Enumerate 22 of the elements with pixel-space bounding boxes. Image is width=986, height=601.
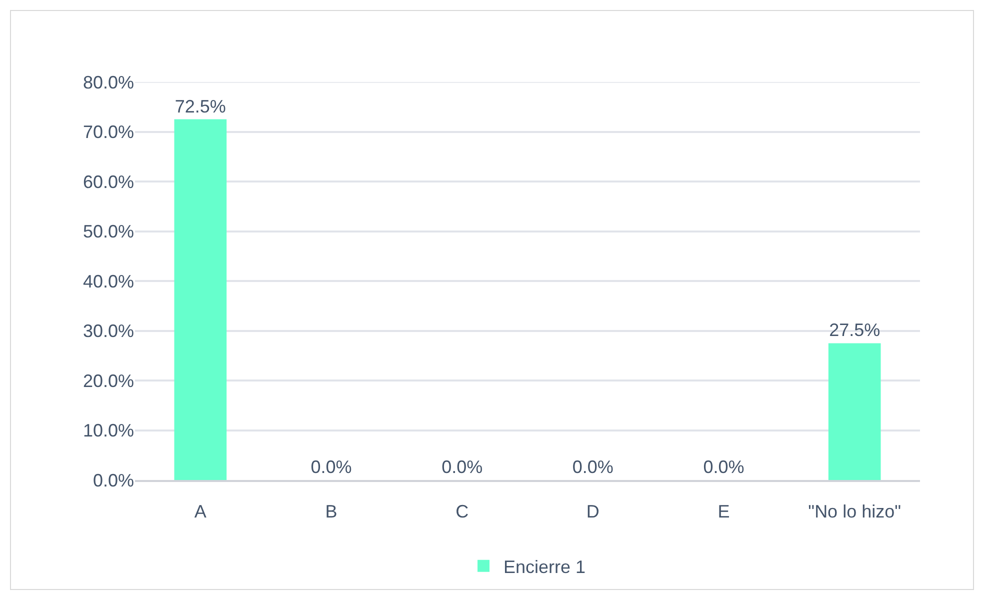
y-tick-label: 70.0% [82,122,134,142]
x-tick-label: A [194,501,206,522]
data-label: 72.5% [174,96,226,116]
y-tick-label: 60.0% [82,172,134,192]
x-tick-label: C [456,501,469,522]
x-tick-label: B [325,501,338,522]
data-label: 0.0% [703,457,744,477]
y-tick-label: 30.0% [82,321,134,342]
data-label: 0.0% [442,457,483,477]
data-label: 0.0% [310,457,352,477]
y-tick-label: 80.0% [82,72,134,92]
legend-label: Encierre 1 [504,556,586,577]
data-label: 27.5% [829,320,880,340]
y-tick-label: 50.0% [82,222,134,242]
data-label: 0.0% [572,457,614,477]
y-tick-label: 10.0% [82,420,134,441]
y-tick-label: 0.0% [92,470,134,490]
x-tick-label: E [718,501,730,522]
x-tick-label: D [586,501,600,522]
x-tick-label: "No lo hizo" [808,501,901,522]
y-tick-label: 20.0% [82,370,134,391]
y-tick-label: 40.0% [82,271,134,292]
